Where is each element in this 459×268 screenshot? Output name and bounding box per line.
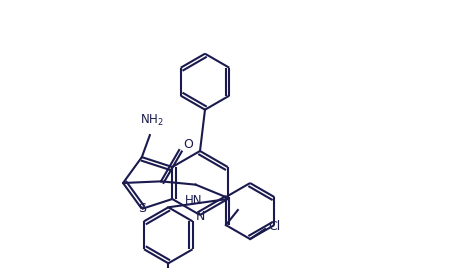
Text: N: N (196, 210, 205, 222)
Text: NH$_2$: NH$_2$ (140, 113, 164, 128)
Text: Cl: Cl (268, 219, 280, 233)
Text: HN: HN (185, 194, 202, 207)
Text: O: O (183, 139, 193, 151)
Text: S: S (138, 202, 146, 215)
